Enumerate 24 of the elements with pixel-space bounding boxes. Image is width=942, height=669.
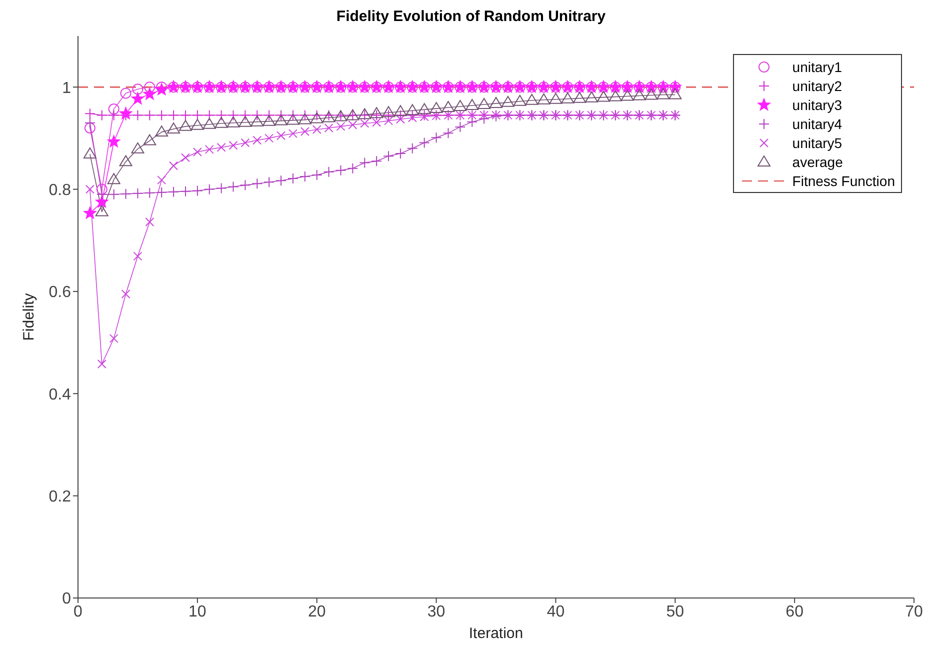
y-tick-label: 1 — [62, 80, 72, 97]
x-tick-label: 70 — [905, 603, 923, 620]
y-axis-title: Fidelity — [20, 292, 38, 341]
x-tick-label: 10 — [188, 603, 206, 620]
legend-label: unitary1 — [792, 58, 842, 74]
legend-label: unitary4 — [792, 116, 842, 132]
legend-label: unitary3 — [792, 96, 842, 112]
x-tick-label: 30 — [427, 603, 446, 620]
y-tick-label: 0.2 — [48, 488, 72, 506]
y-tick-label: 0.6 — [48, 284, 72, 302]
legend-label: Fitness Function — [792, 172, 895, 188]
y-tick-label: 0.4 — [48, 386, 72, 404]
x-axis-title: Iteration — [468, 625, 524, 642]
y-tick-label: 0 — [62, 590, 72, 608]
y-tick-label: 0.8 — [48, 182, 72, 199]
legend-label: average — [792, 154, 843, 170]
legend-label: unitary2 — [792, 78, 842, 94]
x-tick-label: 50 — [666, 603, 684, 620]
x-tick-label: 40 — [546, 603, 565, 620]
x-tick-label: 60 — [786, 603, 804, 620]
chart-title: Fidelity Evolution of Random Unitrary — [335, 8, 607, 27]
x-tick-label: 20 — [308, 603, 326, 620]
x-tick-label: 0 — [74, 603, 83, 620]
legend-label: unitary5 — [792, 134, 842, 150]
